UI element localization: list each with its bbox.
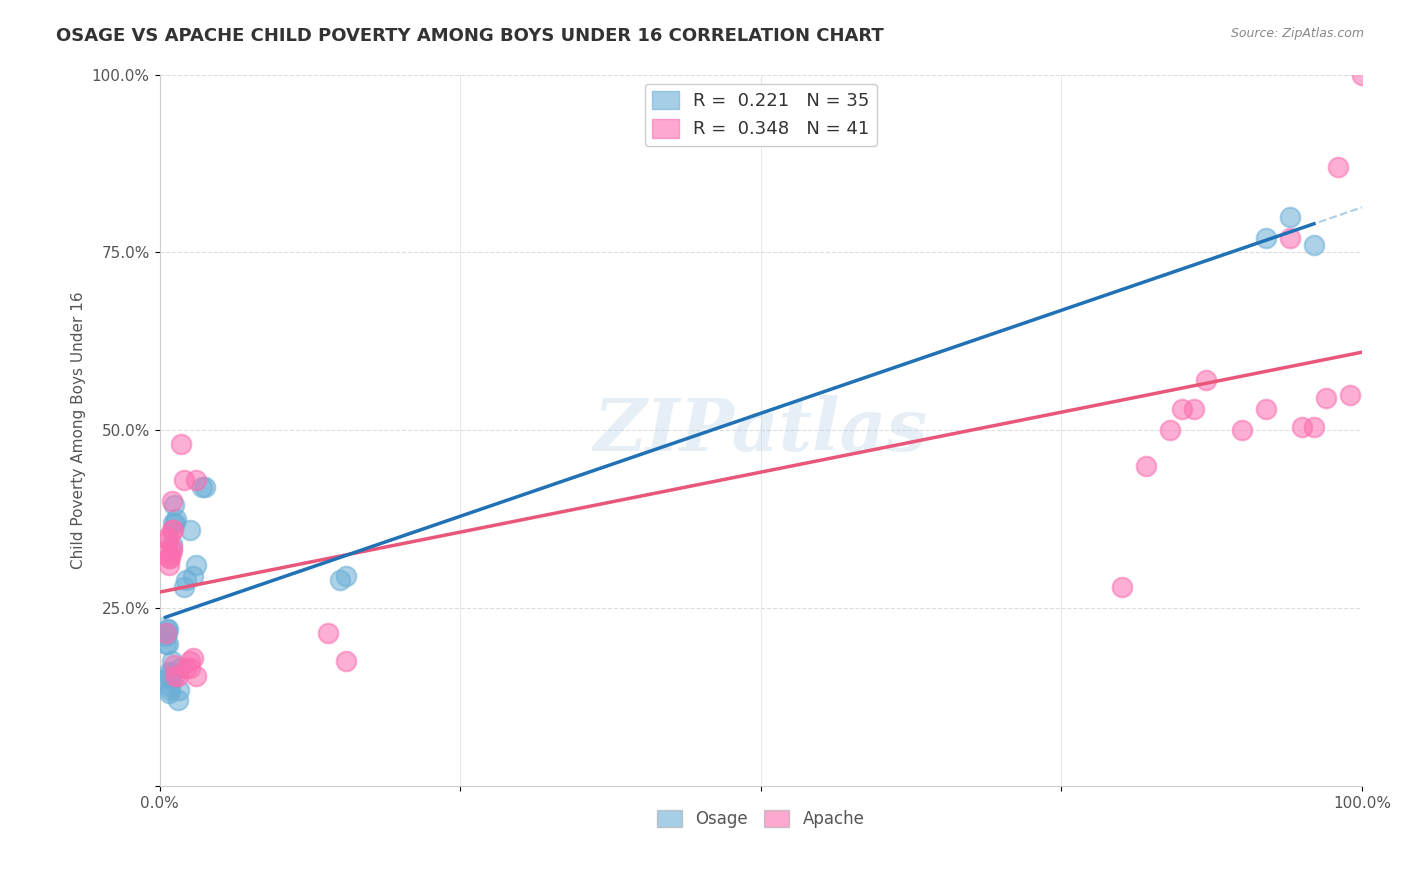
Osage	[157, 686, 180, 700]
Apache	[173, 473, 195, 487]
Y-axis label: Child Poverty Among Boys Under 16: Child Poverty Among Boys Under 16	[72, 292, 86, 569]
Apache	[156, 533, 179, 548]
Apache	[162, 523, 184, 537]
Apache	[1135, 458, 1157, 473]
Osage	[160, 665, 183, 679]
Osage	[167, 682, 190, 697]
Apache	[181, 650, 204, 665]
Text: OSAGE VS APACHE CHILD POVERTY AMONG BOYS UNDER 16 CORRELATION CHART: OSAGE VS APACHE CHILD POVERTY AMONG BOYS…	[56, 27, 884, 45]
Apache	[184, 668, 207, 682]
Apache	[1291, 419, 1313, 434]
Apache	[165, 668, 187, 682]
Apache	[160, 544, 183, 558]
Apache	[160, 523, 183, 537]
Osage	[335, 569, 357, 583]
Apache	[1195, 373, 1218, 387]
Apache	[166, 668, 188, 682]
Osage	[173, 580, 195, 594]
Apache	[163, 657, 186, 672]
Osage	[329, 573, 352, 587]
Osage	[155, 636, 177, 650]
Legend: Osage, Apache: Osage, Apache	[650, 803, 872, 834]
Apache	[1159, 423, 1181, 437]
Apache	[157, 558, 180, 573]
Osage	[194, 480, 217, 494]
Osage	[155, 629, 177, 643]
Apache	[1254, 401, 1277, 416]
Apache	[155, 625, 177, 640]
Apache	[174, 661, 197, 675]
Osage	[155, 625, 177, 640]
Apache	[179, 661, 201, 675]
Osage	[190, 480, 212, 494]
Apache	[160, 541, 183, 555]
Osage	[162, 516, 184, 530]
Apache	[1351, 68, 1374, 82]
Osage	[181, 569, 204, 583]
Text: Source: ZipAtlas.com: Source: ZipAtlas.com	[1230, 27, 1364, 40]
Osage	[156, 625, 179, 640]
Apache	[1170, 401, 1192, 416]
Apache	[184, 473, 207, 487]
Apache	[1315, 391, 1337, 405]
Apache	[1339, 387, 1361, 401]
Apache	[316, 625, 339, 640]
Apache	[156, 544, 179, 558]
Osage	[156, 623, 179, 637]
Apache	[179, 654, 201, 668]
Apache	[335, 654, 357, 668]
Osage	[159, 682, 181, 697]
Osage	[179, 523, 201, 537]
Osage	[160, 654, 183, 668]
Apache	[159, 551, 181, 566]
Osage	[159, 679, 181, 693]
Apache	[1327, 160, 1350, 174]
Osage	[156, 623, 179, 637]
Osage	[157, 668, 180, 682]
Osage	[157, 665, 180, 679]
Osage	[160, 537, 183, 551]
Osage	[163, 498, 186, 512]
Apache	[157, 551, 180, 566]
Osage	[174, 573, 197, 587]
Osage	[1254, 231, 1277, 245]
Apache	[1278, 231, 1301, 245]
Osage	[184, 558, 207, 573]
Apache	[159, 548, 181, 562]
Osage	[1278, 210, 1301, 224]
Osage	[156, 636, 179, 650]
Osage	[165, 516, 187, 530]
Osage	[165, 512, 187, 526]
Osage	[1302, 238, 1324, 252]
Osage	[169, 661, 191, 675]
Osage	[166, 693, 188, 707]
Apache	[156, 530, 179, 544]
Osage	[159, 672, 181, 686]
Apache	[170, 437, 193, 451]
Apache	[160, 494, 183, 508]
Text: ZIPatlas: ZIPatlas	[593, 394, 928, 466]
Apache	[1302, 419, 1324, 434]
Apache	[1111, 580, 1133, 594]
Apache	[1230, 423, 1253, 437]
Apache	[1182, 401, 1205, 416]
